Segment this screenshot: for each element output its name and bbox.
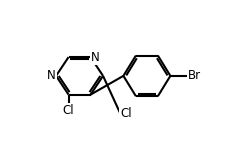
Text: Br: Br bbox=[187, 69, 200, 82]
Text: Cl: Cl bbox=[120, 107, 131, 120]
Text: Cl: Cl bbox=[62, 104, 74, 117]
Text: N: N bbox=[47, 69, 56, 82]
Text: N: N bbox=[90, 51, 99, 64]
